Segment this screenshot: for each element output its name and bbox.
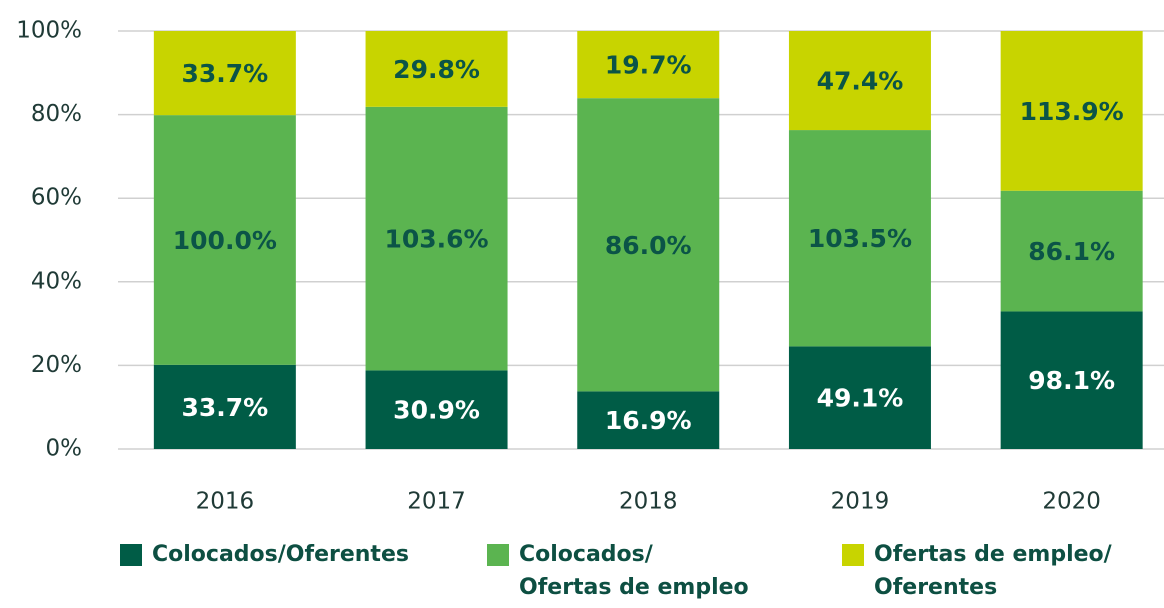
bar-segment <box>153 115 296 365</box>
legend-swatch <box>487 544 509 566</box>
data-label: 98.1% <box>1028 366 1115 395</box>
y-tick-label: 60% <box>31 185 82 211</box>
bar-segment <box>788 31 931 131</box>
data-label: 49.1% <box>817 384 904 413</box>
data-label: 47.4% <box>817 67 904 96</box>
data-label: 29.8% <box>393 55 480 84</box>
data-label: 113.9% <box>1020 97 1124 126</box>
data-label: 16.9% <box>605 406 692 435</box>
data-label: 103.6% <box>384 225 488 254</box>
data-label: 33.7% <box>181 393 268 422</box>
data-label: 30.9% <box>393 396 480 425</box>
bar-segment <box>577 31 720 99</box>
legend-item: Colocados/Oferentes <box>120 538 409 571</box>
legend: Colocados/Oferentes Colocados/ Ofertas de… <box>0 538 1164 608</box>
legend-label: Ofertas de empleo/ Oferentes <box>874 542 1112 600</box>
legend-item: Colocados/ Ofertas de empleo <box>487 538 749 604</box>
data-label: 86.1% <box>1028 237 1115 266</box>
data-label: 19.7% <box>605 51 692 80</box>
bar-segment <box>1000 190 1143 312</box>
x-tick-label: 2018 <box>619 489 678 515</box>
legend-label: Colocados/ Ofertas de empleo <box>519 542 749 600</box>
y-tick-label: 100% <box>16 18 82 44</box>
bar-segment <box>788 130 931 347</box>
data-label: 103.5% <box>808 224 912 253</box>
bar-segment <box>365 370 508 449</box>
bar-segment <box>1000 31 1143 191</box>
x-tick-label: 2017 <box>407 489 466 515</box>
x-tick-label: 2020 <box>1042 489 1101 515</box>
bar-segment <box>788 346 931 449</box>
y-tick-label: 0% <box>46 436 83 462</box>
data-label: 86.0% <box>605 231 692 260</box>
y-tick-label: 20% <box>31 352 82 378</box>
x-tick-label: 2019 <box>831 489 890 515</box>
bar-segment <box>153 31 296 116</box>
y-tick-label: 80% <box>31 101 82 127</box>
chart: 0% 20% 40% 60% 80% 100% 2016 33.7% 100.0% 33.7% 20… <box>16 18 1164 515</box>
bar-segment <box>577 391 720 449</box>
data-label: 100.0% <box>173 226 277 255</box>
bar-segment <box>577 98 720 392</box>
legend-swatch <box>120 544 142 566</box>
y-tick-label: 40% <box>31 268 82 294</box>
bar-segment <box>365 31 508 107</box>
bar-segment <box>1000 311 1143 449</box>
data-label: 33.7% <box>181 59 268 88</box>
bar-segment <box>153 364 296 449</box>
bar-segment <box>365 106 508 371</box>
legend-item: Ofertas de empleo/ Oferentes <box>842 538 1112 604</box>
legend-label: Colocados/Oferentes <box>152 542 409 567</box>
legend-swatch <box>842 544 864 566</box>
x-tick-label: 2016 <box>196 489 255 515</box>
